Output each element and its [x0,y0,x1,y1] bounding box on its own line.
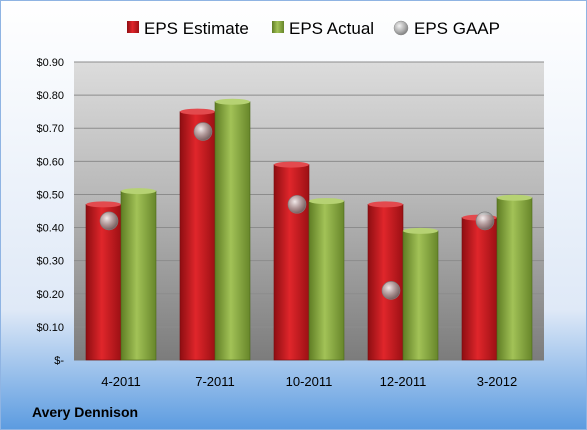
actual-bar [496,197,533,361]
actual-bar-top [309,198,344,205]
legend-actual-label: EPS Actual [289,19,374,38]
y-tick-label: $- [54,355,64,367]
y-tick-label: $0.90 [36,57,64,69]
gaap-marker [287,195,307,214]
estimate-bar [461,217,498,361]
actual-bar-top [403,227,438,234]
x-category-label: 10-2011 [286,374,333,389]
actual-bar-top [121,188,156,195]
estimate-bar-top [274,161,309,168]
estimate-bar [273,164,310,361]
company-name: Avery Dennison [32,404,138,420]
y-tick-label: $0.30 [36,256,64,268]
actual-bar [308,200,345,361]
x-category-label: 12-2011 [380,374,427,389]
actual-bar [214,101,251,361]
y-tick-label: $0.80 [36,90,64,102]
x-category-label: 4-2011 [101,374,141,389]
actual-bar [402,230,439,361]
actual-bar-top [215,98,250,105]
gaap-markers [99,122,495,300]
y-tick-label: $0.60 [36,156,64,168]
actual-bar [120,190,157,361]
actual-bar-top [497,194,532,201]
estimate-bar-top [180,108,215,115]
estimate-bar [367,204,404,361]
y-tick-label: $0.10 [36,322,64,334]
gaap-marker [475,211,495,231]
y-tick-label: $0.40 [36,223,64,235]
legend-estimate-label: EPS Estimate [144,19,249,38]
gaap-marker [99,211,119,231]
legend-estimate-swatch [127,21,139,33]
legend: EPS Estimate EPS Actual EPS GAAP [127,19,500,38]
y-tick-label: $0.50 [36,189,64,201]
y-tick-label: $0.70 [36,123,64,135]
y-axis-ticks: $- $0.10 $0.20 $0.30 $0.40 $0.50 $0.60 $0.70 $0.… [36,57,64,367]
x-category-label: 3-2012 [477,374,517,389]
bars [85,98,533,361]
x-category-label: 7-2011 [195,374,235,389]
estimate-bar-top [86,201,121,208]
legend-actual-swatch [272,21,284,33]
x-axis-labels: 4-2011 7-2011 10-2011 12-2011 3-2012 [101,374,517,389]
y-tick-label: $0.20 [36,289,64,301]
estimate-bar-top [368,201,403,208]
estimate-bar [179,111,216,361]
gaap-marker [193,122,213,141]
legend-gaap-label: EPS GAAP [414,19,500,38]
legend-gaap-swatch [393,20,409,36]
gaap-marker [381,281,401,300]
